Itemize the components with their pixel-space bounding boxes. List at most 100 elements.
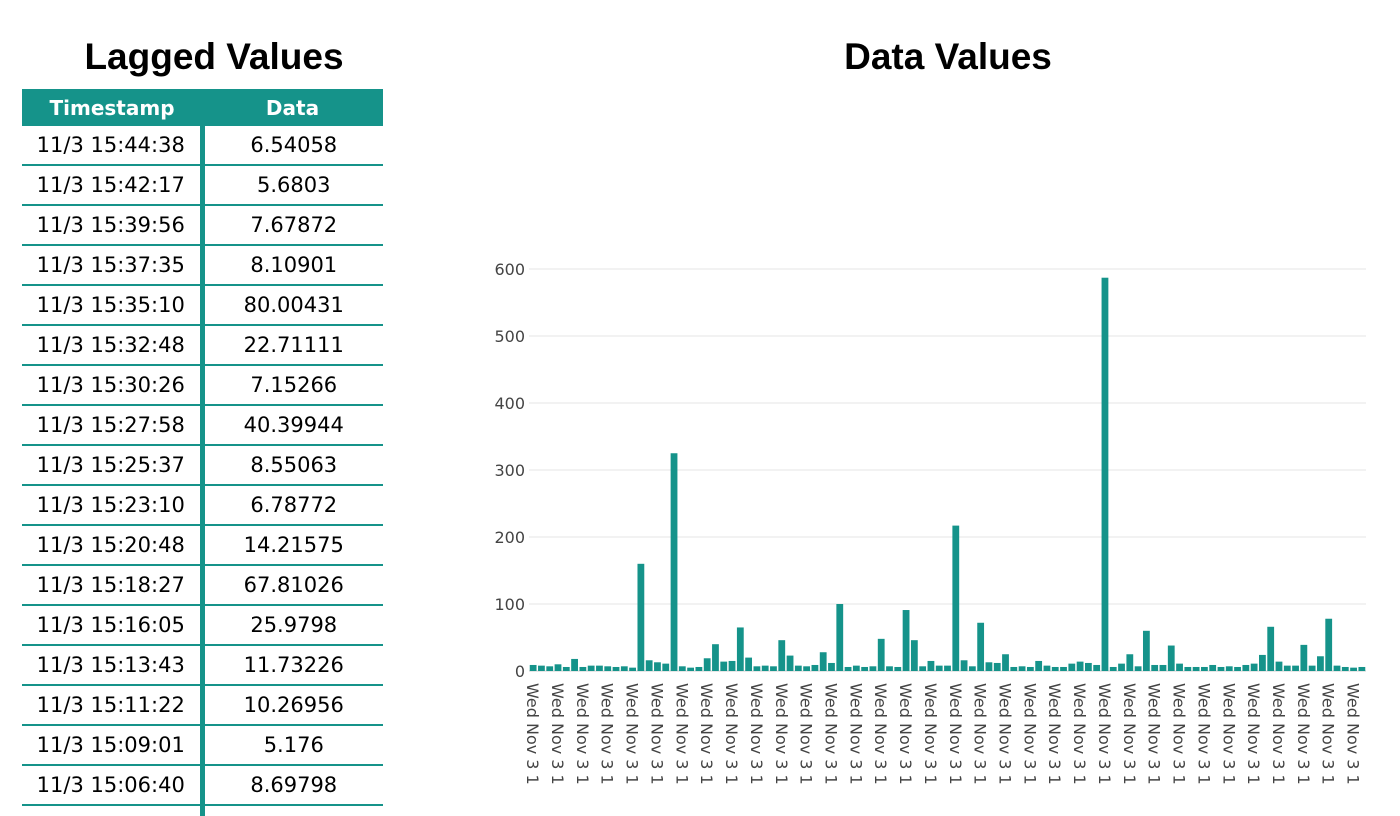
bar[interactable]: [869, 666, 877, 671]
bar[interactable]: [1358, 666, 1366, 671]
table-row-partial[interactable]: [22, 805, 383, 816]
bar[interactable]: [952, 525, 960, 671]
bar[interactable]: [1292, 665, 1299, 671]
bar[interactable]: [1101, 277, 1109, 671]
table-row[interactable]: 11/3 15:16:05 25.9798: [22, 605, 383, 646]
bar[interactable]: [612, 666, 620, 671]
bar[interactable]: [1250, 663, 1258, 671]
bar[interactable]: [886, 666, 893, 671]
table-row[interactable]: 11/3 15:39:56 7.67872: [22, 205, 383, 246]
bar[interactable]: [910, 640, 918, 671]
bar[interactable]: [1267, 626, 1275, 671]
bar[interactable]: [1308, 665, 1316, 671]
table-row[interactable]: 11/3 15:11:22 10.26956: [22, 685, 383, 726]
bar[interactable]: [1142, 630, 1150, 671]
bar[interactable]: [1151, 664, 1159, 671]
bar[interactable]: [596, 665, 603, 671]
table-row[interactable]: 11/3 15:32:48 22.71111: [22, 325, 383, 366]
table-row[interactable]: 11/3 15:42:17 5.6803: [22, 165, 383, 206]
bar[interactable]: [745, 657, 753, 671]
bar[interactable]: [587, 665, 595, 671]
bar[interactable]: [1176, 663, 1183, 671]
bar[interactable]: [562, 666, 570, 671]
table-row[interactable]: 11/3 15:25:37 8.55063: [22, 445, 383, 486]
bar[interactable]: [1242, 664, 1250, 671]
bar[interactable]: [1043, 665, 1051, 671]
bar[interactable]: [637, 563, 645, 671]
bar[interactable]: [968, 666, 976, 671]
bar[interactable]: [1076, 661, 1084, 671]
bar[interactable]: [1192, 666, 1200, 671]
table-row[interactable]: 11/3 15:35:10 80.00431: [22, 285, 383, 326]
bar[interactable]: [579, 666, 587, 671]
bar[interactable]: [919, 666, 927, 671]
bar[interactable]: [695, 666, 703, 671]
bar[interactable]: [1002, 654, 1009, 671]
bar[interactable]: [645, 660, 653, 671]
bar[interactable]: [811, 664, 819, 671]
bar[interactable]: [1026, 666, 1034, 671]
bar[interactable]: [1350, 667, 1357, 671]
bar[interactable]: [778, 640, 786, 671]
bar[interactable]: [712, 644, 719, 671]
bar[interactable]: [703, 658, 711, 671]
bar[interactable]: [1234, 666, 1241, 671]
bar[interactable]: [546, 666, 554, 671]
bar[interactable]: [670, 453, 678, 671]
bar[interactable]: [770, 666, 777, 671]
bar[interactable]: [844, 666, 852, 671]
bar[interactable]: [803, 666, 811, 671]
bar[interactable]: [1325, 618, 1333, 671]
bar[interactable]: [1317, 656, 1324, 671]
column-header-timestamp[interactable]: Timestamp: [22, 89, 202, 126]
bar[interactable]: [554, 664, 562, 671]
table-row[interactable]: 11/3 15:18:27 67.81026: [22, 565, 383, 606]
bar[interactable]: [620, 666, 628, 671]
bar[interactable]: [902, 610, 910, 671]
bar[interactable]: [1109, 666, 1117, 671]
bar[interactable]: [720, 661, 728, 671]
bar[interactable]: [1225, 666, 1233, 671]
bar[interactable]: [1018, 666, 1026, 671]
bar[interactable]: [1300, 644, 1308, 671]
bar[interactable]: [571, 658, 578, 671]
bar[interactable]: [927, 660, 935, 671]
table-row[interactable]: 11/3 15:27:58 40.39944: [22, 405, 383, 446]
bar[interactable]: [1283, 665, 1291, 671]
bar[interactable]: [894, 666, 902, 671]
bar[interactable]: [1134, 666, 1142, 671]
table-row[interactable]: 11/3 15:23:10 6.78772: [22, 485, 383, 526]
bar[interactable]: [753, 666, 761, 671]
table-row[interactable]: 11/3 15:09:01 5.176: [22, 725, 383, 766]
bar[interactable]: [1068, 663, 1076, 671]
bar[interactable]: [761, 665, 769, 671]
bar[interactable]: [1010, 666, 1018, 671]
bar[interactable]: [1341, 666, 1349, 671]
bar[interactable]: [654, 662, 661, 671]
bar[interactable]: [960, 660, 968, 671]
bar[interactable]: [794, 665, 802, 671]
bar[interactable]: [819, 652, 827, 671]
bar[interactable]: [944, 665, 951, 671]
bar[interactable]: [1159, 664, 1167, 671]
table-row[interactable]: 11/3 15:13:43 11.73226: [22, 645, 383, 686]
bar[interactable]: [687, 667, 694, 671]
bar[interactable]: [662, 663, 670, 671]
bar[interactable]: [1184, 666, 1192, 671]
bar[interactable]: [604, 666, 612, 671]
table-row[interactable]: 11/3 15:06:40 8.69798: [22, 765, 383, 806]
bar[interactable]: [1118, 663, 1125, 671]
bar[interactable]: [1093, 664, 1101, 671]
bar[interactable]: [861, 666, 869, 671]
bar[interactable]: [828, 662, 835, 671]
bar[interactable]: [1201, 666, 1208, 671]
bar[interactable]: [1084, 662, 1092, 671]
bar[interactable]: [1167, 645, 1175, 671]
table-row[interactable]: 11/3 15:44:38 6.54058: [22, 126, 383, 166]
bar[interactable]: [1051, 666, 1059, 671]
column-header-data[interactable]: Data: [202, 89, 383, 126]
bar[interactable]: [538, 665, 545, 671]
table-row[interactable]: 11/3 15:20:48 14.21575: [22, 525, 383, 566]
bar[interactable]: [985, 662, 993, 671]
bar[interactable]: [786, 655, 794, 671]
